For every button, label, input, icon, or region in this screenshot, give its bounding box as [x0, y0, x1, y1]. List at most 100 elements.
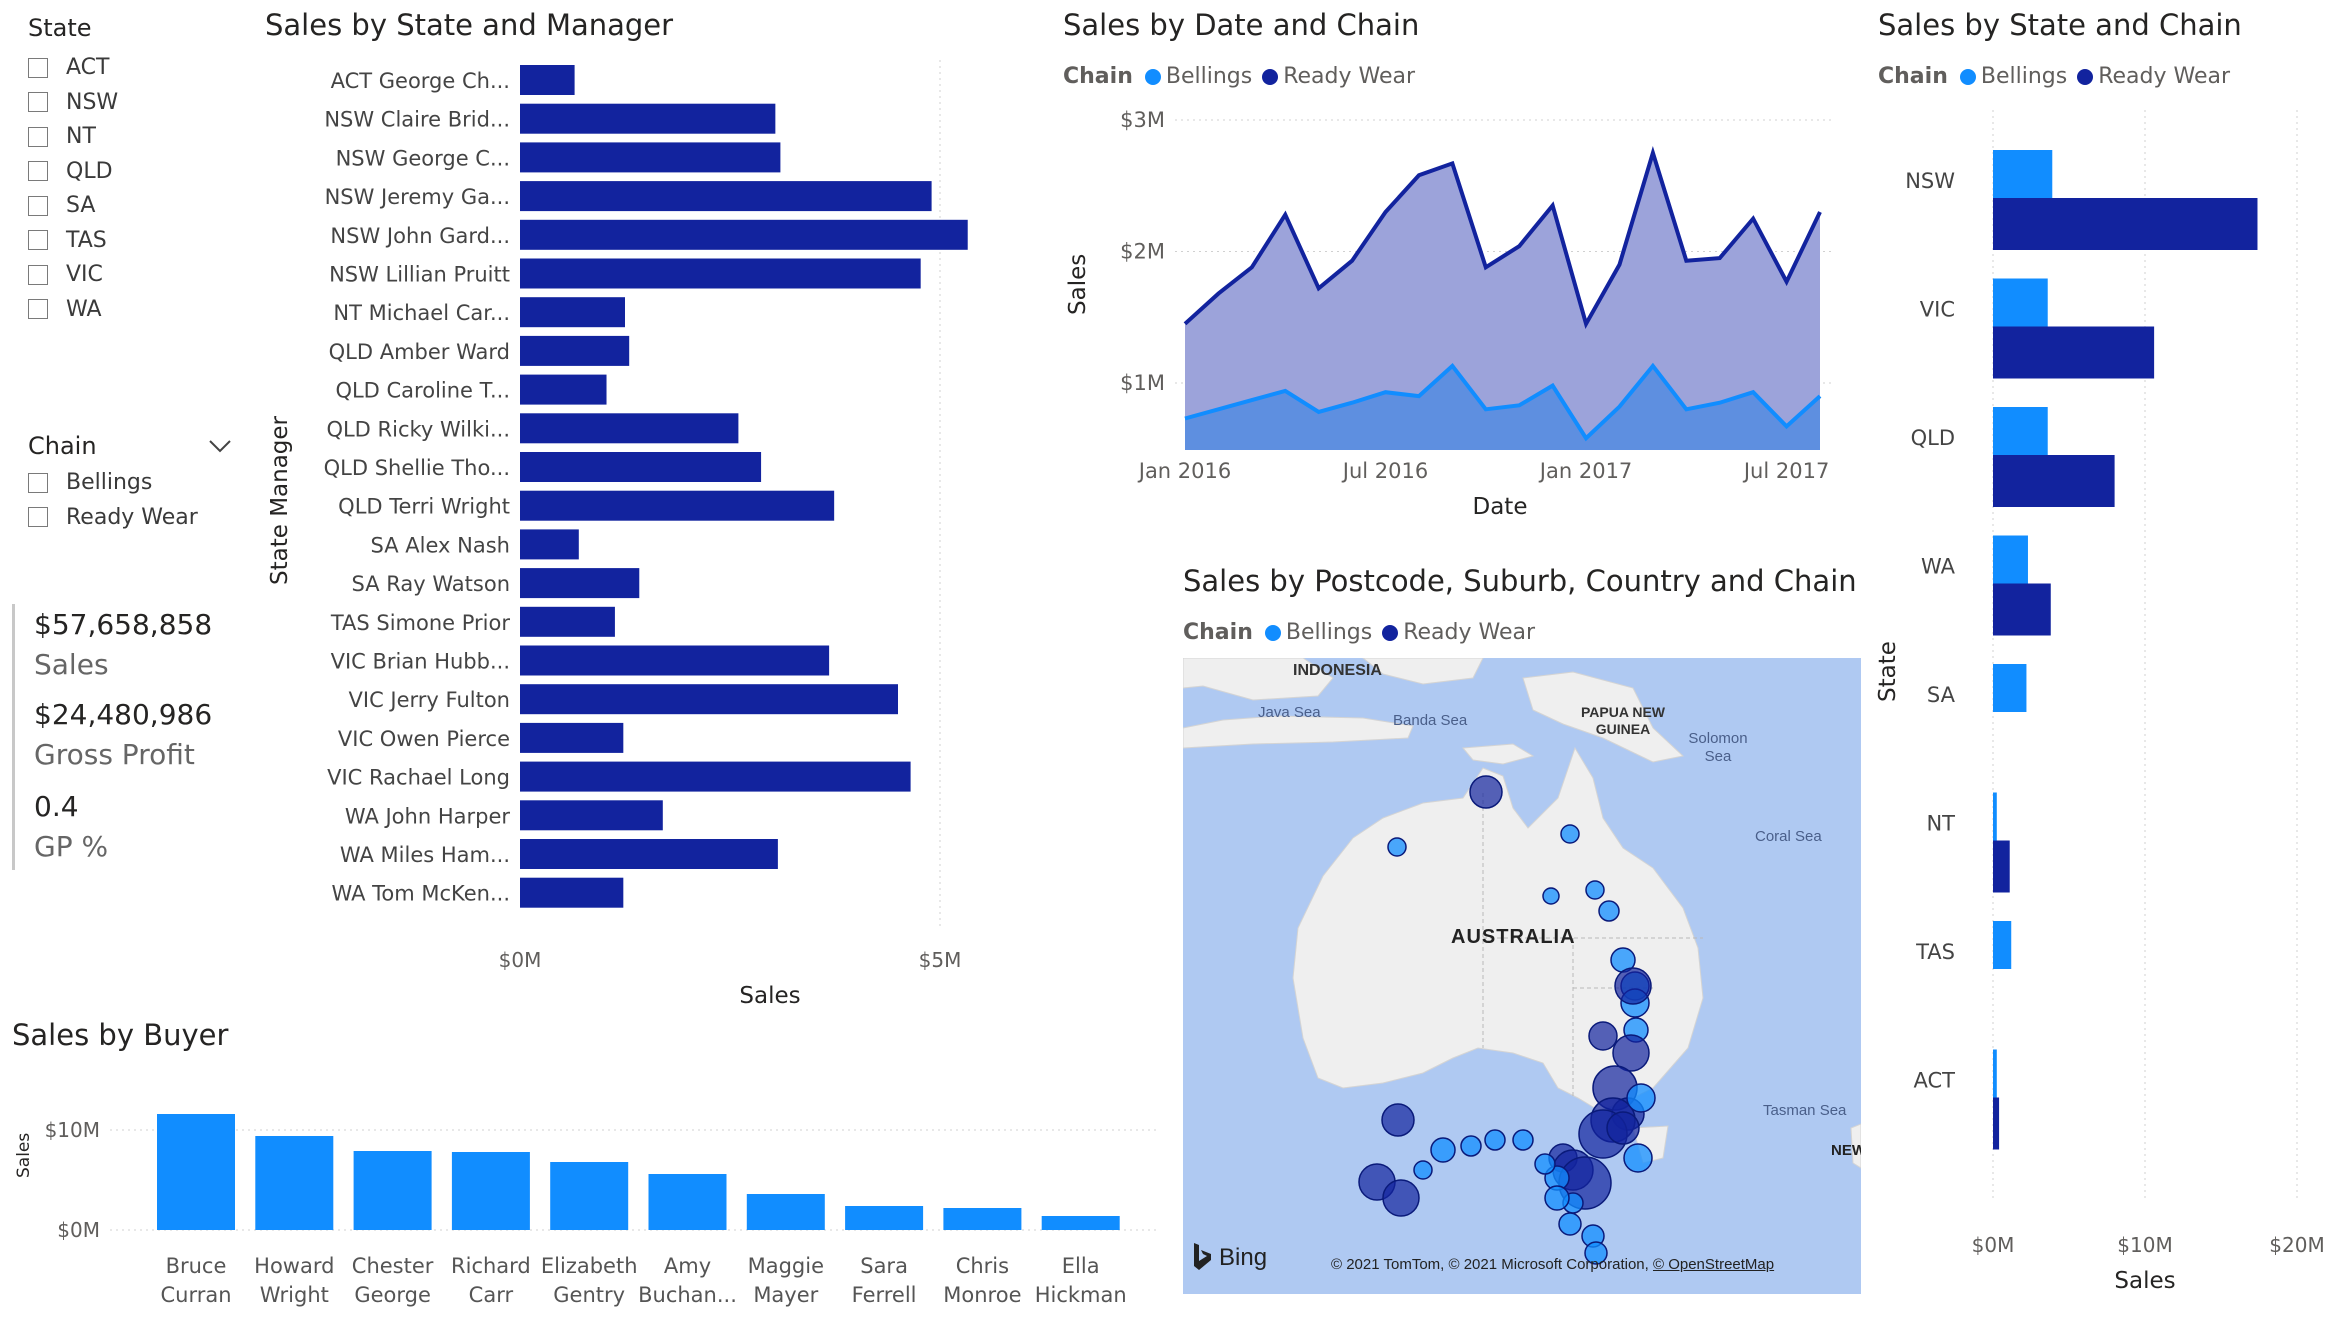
bar: [520, 877, 624, 908]
chain-slicer-item-label: Ready Wear: [66, 504, 198, 530]
tick-label: $5M: [919, 948, 962, 972]
state-slicer-item-nsw[interactable]: NSW: [28, 90, 118, 115]
chain-slicer-item-bellings[interactable]: Bellings: [28, 470, 152, 495]
legend-marker: [1262, 68, 1279, 85]
checkbox[interactable]: [28, 507, 48, 527]
map-bubble-bellings: [1413, 1160, 1433, 1180]
checkbox[interactable]: [28, 264, 48, 285]
map-label-indonesia: INDONESIA: [1293, 662, 1382, 679]
state-slicer-item-label: WA: [66, 296, 102, 322]
state-slicer-item-label: SA: [66, 193, 96, 218]
bar: [157, 1114, 235, 1230]
state-manager-title: Sales by State and Manager: [265, 8, 674, 42]
bar: [520, 258, 921, 289]
legend-item[interactable]: Ready Wear: [1403, 620, 1536, 645]
checkbox[interactable]: [28, 472, 48, 493]
category-label: Curran: [160, 1283, 231, 1307]
category-label: NSW: [1905, 169, 1955, 193]
bar: [648, 1174, 727, 1230]
state-slicer-item-sa[interactable]: SA: [28, 193, 95, 218]
state-slicer-item-qld[interactable]: QLD: [28, 159, 113, 184]
state-slicer-item-label: TAS: [66, 227, 107, 253]
checkbox[interactable]: [28, 126, 48, 147]
legend-item[interactable]: Ready Wear: [2098, 64, 2231, 89]
bar: [845, 1206, 924, 1230]
checkbox[interactable]: [28, 195, 48, 216]
category-label: Amy: [664, 1254, 711, 1278]
buyer-title: Sales by Buyer: [12, 1018, 229, 1052]
legend-marker: [1959, 68, 1976, 85]
line-bellings: [1184, 362, 1822, 442]
category-label: NSW Lillian Pruitt: [329, 263, 510, 287]
checkbox[interactable]: [28, 299, 48, 319]
bar-bellings: [1993, 792, 1997, 841]
y-tick-label: $2M: [1120, 240, 1165, 264]
map-bubble-ready-wear: [1612, 1034, 1650, 1072]
checkbox[interactable]: [28, 230, 48, 250]
state-slicer-item-act[interactable]: ACT: [28, 55, 109, 80]
category-label: Ella: [1062, 1254, 1100, 1278]
state-slicer-item-tas[interactable]: TAS: [28, 228, 107, 253]
openstreetmap-link[interactable]: © OpenStreetMap: [1652, 1256, 1775, 1273]
category-label: VIC Rachael Long: [327, 766, 510, 790]
bar-ready-wear: [1993, 455, 2115, 507]
category-label: NT: [1926, 812, 1955, 836]
checkbox[interactable]: [28, 92, 48, 112]
category-label: QLD Caroline T...: [335, 379, 510, 403]
category-label: NSW John Gard...: [330, 224, 510, 248]
legend-marker: [2077, 68, 2094, 85]
chain-slicer-item-label: Bellings: [66, 470, 153, 495]
buyer-chart: $10M $0M Bruce Curran Howard Wright Chester Geo…: [14, 1114, 1160, 1307]
map[interactable]: INDONESIA Java Sea Banda Sea PAPUA NEW G…: [1183, 658, 1861, 1294]
bar-bellings: [1993, 535, 2028, 584]
checkbox[interactable]: [28, 57, 48, 78]
category-label: ACT George Ch...: [331, 69, 510, 93]
map-bubble-bellings: [1512, 1129, 1534, 1151]
map-bubble-ready-wear: [1381, 1103, 1415, 1137]
bar: [520, 413, 739, 444]
legend-item[interactable]: Ready Wear: [1283, 64, 1416, 89]
bar: [520, 606, 615, 637]
legend-marker: [1264, 624, 1281, 641]
map-bubble-ready-wear: [1469, 775, 1503, 809]
state-chain-title: Sales by State and Chain: [1878, 8, 2242, 42]
category-label: NSW Jeremy Ga...: [325, 185, 510, 209]
category-label: Howard: [254, 1254, 334, 1278]
map-bubble-bellings: [1544, 1185, 1570, 1211]
map-bubble-bellings: [1430, 1137, 1456, 1163]
state-slicer-item-vic[interactable]: VIC: [28, 262, 103, 287]
legend-item[interactable]: Bellings: [1285, 620, 1373, 645]
category-label: Chris: [956, 1254, 1009, 1278]
state-slicer-item-label: QLD: [66, 158, 113, 184]
map-bubble-bellings: [1558, 1212, 1582, 1236]
category-label: Ferrell: [852, 1283, 917, 1307]
category-label: WA: [1921, 555, 1956, 579]
bar: [520, 761, 911, 792]
map-bubble-bellings: [1560, 824, 1580, 844]
category-label: WA Tom McKen...: [331, 882, 510, 906]
map-copyright: © 2021 TomTom, © 2021 Microsoft Corporat…: [1331, 1256, 1774, 1273]
bar-bellings: [1993, 664, 2027, 712]
legend-item[interactable]: Bellings: [1980, 64, 2068, 89]
x-tick-label: Jul 2017: [1742, 459, 1829, 483]
chevron-down-icon[interactable]: [208, 438, 232, 454]
bar-ready-wear: [1993, 840, 2010, 893]
bar: [550, 1162, 629, 1230]
bar-ready-wear: [1993, 1097, 2000, 1150]
state-slicer-item-nt[interactable]: NT: [28, 124, 96, 149]
map-bubble-bellings: [1626, 1083, 1656, 1113]
chain-slicer-item-ready-wear[interactable]: Ready Wear: [28, 505, 198, 530]
state-slicer-item-wa[interactable]: WA: [28, 297, 102, 322]
checkbox[interactable]: [28, 161, 48, 181]
bar: [520, 219, 968, 250]
tick-label: $0M: [499, 948, 542, 972]
bar: [1041, 1216, 1120, 1230]
bar: [451, 1152, 530, 1230]
category-label: SA Alex Nash: [371, 533, 510, 557]
legend-item[interactable]: Bellings: [1165, 64, 1253, 89]
kpi-label: Gross Profit: [34, 738, 195, 771]
bar: [746, 1194, 825, 1230]
y-axis-label: State: [1875, 641, 1901, 702]
bing-logo-icon: [1194, 1243, 1211, 1270]
bar-bellings: [1993, 278, 2048, 327]
